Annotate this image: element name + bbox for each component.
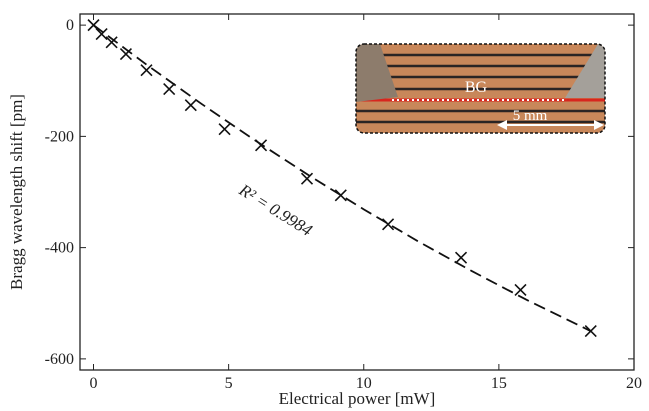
plot-frame xyxy=(79,13,635,371)
x-tick-label: 10 xyxy=(356,375,372,392)
inset: BG 5 mm xyxy=(355,43,606,134)
x-tick-label: 20 xyxy=(626,375,642,392)
data-point xyxy=(140,64,153,77)
x-tick-label: 0 xyxy=(90,375,98,392)
data-point xyxy=(454,251,468,264)
data-point xyxy=(218,123,231,136)
data-point xyxy=(184,99,197,112)
x-tick-label: 5 xyxy=(225,375,233,392)
annotation: R² = 0.9984 xyxy=(235,180,316,240)
data-point xyxy=(95,27,108,41)
inset-label: BG xyxy=(465,79,488,96)
data-point xyxy=(119,47,133,61)
y-axis-label: Bragg wavelength shift [pm] xyxy=(7,94,26,290)
data-point xyxy=(254,139,268,152)
y-tick-label: -600 xyxy=(45,351,74,368)
data-point xyxy=(514,283,527,296)
data-point xyxy=(584,324,597,338)
y-tick-label: -200 xyxy=(45,128,74,145)
data-point xyxy=(105,36,118,49)
data-point xyxy=(334,189,347,202)
y-tick-label: -400 xyxy=(45,240,74,257)
x-tick-label: 15 xyxy=(491,375,507,392)
data-point xyxy=(163,83,176,96)
inset-label: 5 mm xyxy=(513,108,548,124)
x-axis-label: Electrical power [mW] xyxy=(279,389,436,408)
y-tick-label: 0 xyxy=(66,17,74,34)
data-point xyxy=(300,172,314,185)
data-point xyxy=(382,218,395,231)
